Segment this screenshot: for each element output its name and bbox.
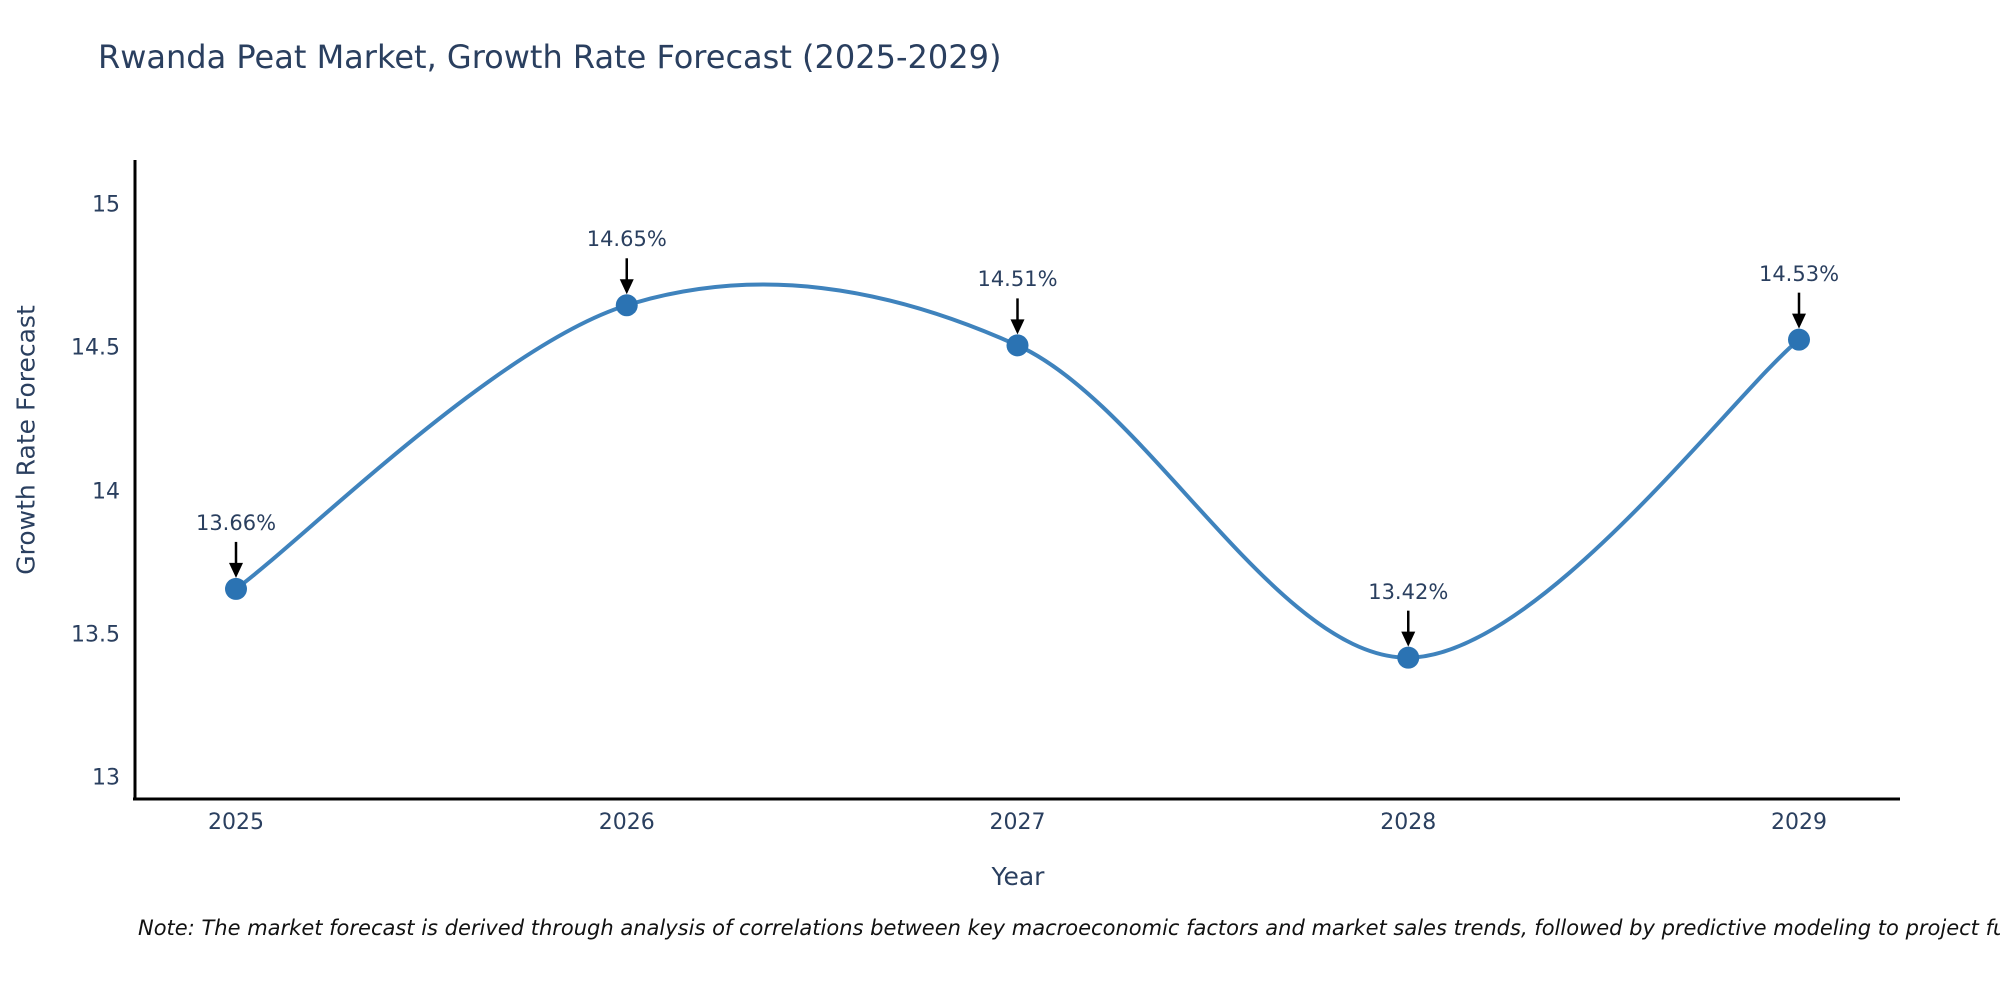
data-point-marker [1006, 334, 1029, 357]
point-value-label: 13.42% [1368, 579, 1449, 604]
point-value-label: 14.51% [977, 267, 1058, 292]
x-axis-title: Year [991, 862, 1045, 891]
chart-title: Rwanda Peat Market, Growth Rate Forecast… [98, 38, 1002, 76]
annotation-arrow-head [229, 562, 243, 578]
point-value-label: 14.53% [1758, 261, 1840, 286]
x-tick-label: 2026 [598, 810, 655, 835]
data-point-marker [1788, 328, 1810, 351]
x-tick-label: 2028 [1380, 810, 1437, 835]
x-tick-label: 2025 [208, 810, 264, 835]
point-value-label: 13.66% [195, 510, 277, 535]
annotation-arrow-head [619, 279, 634, 295]
data-point-marker [1397, 646, 1420, 669]
data-point-marker [615, 294, 638, 317]
y-axis-title: Growth Rate Forecast [11, 305, 41, 575]
y-tick-label: 15 [92, 192, 120, 218]
point-value-label: 14.65% [586, 227, 667, 252]
forecast-line [234, 282, 1801, 660]
annotation-arrow-head [1401, 631, 1416, 647]
y-tick-label: 13 [92, 765, 120, 791]
x-tick-label: 2027 [989, 810, 1046, 835]
annotation-arrow-head [1792, 313, 1806, 329]
y-tick-label: 14 [92, 479, 120, 504]
data-point-marker [225, 577, 247, 600]
footnote: Note: The market forecast is derived thr… [138, 916, 2000, 940]
y-tick-label: 13.5 [71, 622, 120, 648]
y-tick-label: 14.5 [71, 335, 120, 361]
annotation-arrow-head [1010, 319, 1025, 335]
x-tick-label: 2029 [1771, 810, 1827, 835]
